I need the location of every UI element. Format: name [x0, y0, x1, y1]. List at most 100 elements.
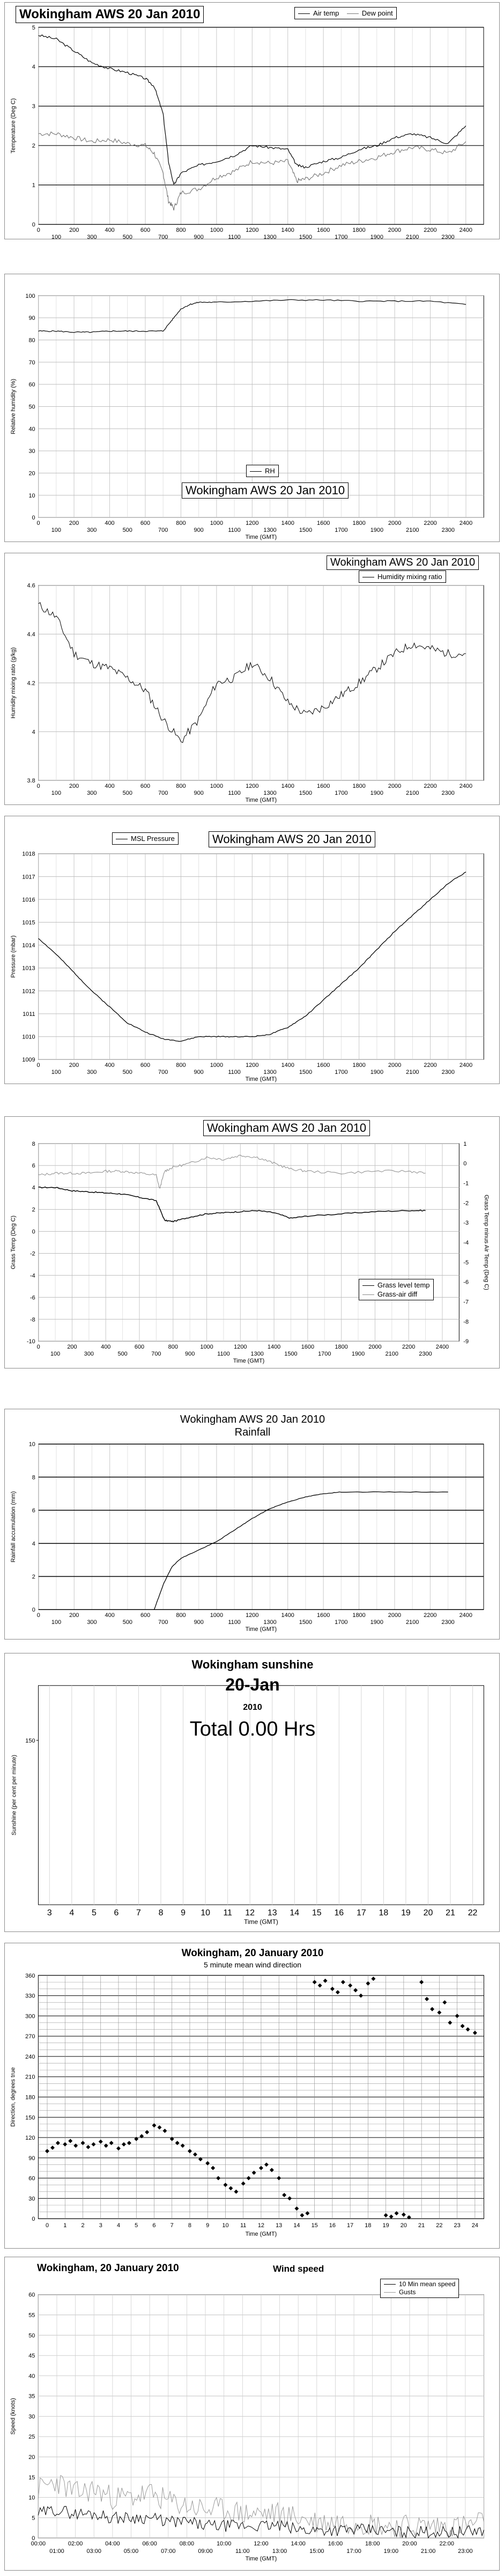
wind-direction-point	[73, 2143, 78, 2148]
mix-y-tick-label: 4.6	[27, 583, 35, 589]
wspd-x-tick-label: 04:00	[105, 2541, 120, 2547]
humidity-panel: 0 200 400 600 800 1000 1200 1400 1600 1800 2000 220…	[4, 274, 500, 542]
wspd-x-tick-label: 09:00	[198, 2548, 212, 2555]
rain-x-tick-label: 1100	[228, 1619, 241, 1626]
temp-x-tick-label: 800	[176, 227, 186, 233]
wind-direction-point	[282, 2193, 287, 2198]
temp-x-tick-label: 100	[51, 234, 61, 239]
grass-x-tick-label: 200	[67, 1344, 77, 1350]
wdir-y-tick-label: 270	[25, 2033, 35, 2040]
pres-x-axis-label: Time (GMT)	[246, 1076, 277, 1082]
temperature-panel: 0 200 400 600 800 1000 1200 1400 1600 1800 2000 220…	[4, 2, 500, 239]
rh-y-tick-label: 40	[28, 426, 35, 433]
wdir-x-tick-label: 1	[63, 2222, 66, 2229]
temperature-title: Wokingham AWS 20 Jan 2010	[16, 6, 204, 23]
wind-direction-point	[180, 2143, 185, 2148]
mix-x-tick-label: 700	[158, 790, 168, 796]
pres-y-tick-label: 1015	[22, 920, 35, 926]
wspd-x-tick-label: 14:00	[291, 2541, 305, 2547]
grass-right-tick-label: 1	[463, 1141, 466, 1147]
sunshine-chart: 3 4 5 6 7 8 9 10 11 12 13 14 15 16 17 18 19 20 21 22 150 Time…	[11, 1685, 484, 1926]
rh-x-tick-label: 200	[69, 520, 79, 526]
legend-air-temp: Air temp	[298, 9, 339, 17]
wspd-y-tick-label: 25	[28, 2434, 35, 2440]
pressure-panel: 0 200 400 600 800 1000 1200 1400 1600 1800 2000 220…	[4, 816, 500, 1084]
rain-y-tick-label: 8	[32, 1474, 35, 1481]
sun-x-tick-label: 20	[424, 1908, 433, 1918]
temp-y-axis-label: Temperature (Deg C)	[10, 98, 17, 153]
wdir-x-tick-label: 3	[99, 2222, 102, 2229]
wspd-y-tick-label: 55	[28, 2312, 35, 2319]
temp-x-tick-label: 1200	[246, 227, 258, 233]
legend-mixing-ratio-label: Humidity mixing ratio	[377, 573, 442, 581]
mix-x-tick-label: 1800	[352, 783, 365, 789]
wspd-x-axis-label: Time (GMT)	[246, 2556, 277, 2562]
temp-x-tick-label: 1900	[370, 234, 383, 239]
rh-y-tick-label: 80	[28, 337, 35, 343]
wspd-x-tick-label: 22:00	[440, 2541, 454, 2547]
mix-y-tick-label: 4	[32, 729, 35, 735]
wdir-y-tick-label: 0	[32, 2216, 35, 2222]
temp-x-tick-label: 1700	[335, 234, 347, 239]
temp-x-tick-label: 500	[123, 234, 132, 239]
wdir-x-tick-label: 10	[222, 2222, 228, 2229]
sun-x-tick-label: 13	[268, 1908, 277, 1918]
sunshine-year: 2010	[243, 1703, 262, 1712]
wspd-x-tick-label: 21:00	[421, 2548, 435, 2555]
pres-x-tick-label: 2000	[388, 1062, 401, 1069]
rh-y-tick-label: 0	[32, 515, 35, 521]
rh-x-tick-label: 500	[123, 527, 132, 533]
grass-x-tick-label: 1300	[251, 1351, 264, 1357]
grass-x-tick-label: 1400	[268, 1344, 280, 1350]
grass-x-tick-label: 1800	[335, 1344, 347, 1350]
wind-speed-legend: 10 Min mean speed Gusts	[380, 2279, 459, 2298]
rainfall-subtitle: Rainfall	[234, 1426, 271, 1438]
sunshine-total: Total 0.00 Hrs	[189, 1718, 316, 1740]
wspd-y-tick-label: 20	[28, 2454, 35, 2461]
wdir-x-tick-label: 11	[240, 2222, 246, 2229]
temp-x-tick-label: 600	[140, 227, 150, 233]
grass-x-tick-label: 2100	[386, 1351, 398, 1357]
wind-direction-point	[103, 2143, 108, 2148]
temp-x-tick-label: 0	[37, 227, 40, 233]
rain-y-tick-label: 0	[32, 1607, 35, 1613]
grass-x-tick-label: 1700	[318, 1351, 331, 1357]
mix-x-tick-label: 1700	[335, 790, 347, 796]
wdir-y-tick-label: 210	[25, 2074, 35, 2081]
grass-temp-chart: 0 200 400 600 800 1000 1200 1400 1600 1800 2000 220…	[10, 1141, 490, 1364]
wspd-x-tick-label: 10:00	[217, 2541, 231, 2547]
wind-speed-chart: 0 5 10 15 20 25 30 35 40 45 50 55 60 00:00 02:00 04:00 0…	[10, 2292, 485, 2562]
legend-gusts: Gusts	[384, 2288, 455, 2296]
wind-direction-point	[246, 2176, 251, 2180]
wspd-y-tick-label: 0	[32, 2535, 35, 2542]
grass-y-tick-label: -8	[30, 1316, 35, 1323]
rh-x-tick-label: 1400	[281, 520, 294, 526]
wind-direction-point	[223, 2183, 228, 2187]
temp-x-tick-label: 2400	[459, 227, 472, 233]
wind-direction-point	[425, 1996, 429, 2001]
sun-x-tick-label: 18	[379, 1908, 389, 1918]
grass-x-tick-label: 600	[135, 1344, 144, 1350]
grass-y-tick-label: 4	[32, 1185, 35, 1191]
legend-grass-level-label: Grass level temp	[377, 1281, 430, 1289]
mean-speed-series-line	[38, 2506, 484, 2539]
rh-x-tick-label: 1800	[353, 520, 366, 526]
wind-direction-point	[251, 2170, 256, 2175]
rh-x-tick-label: 1900	[370, 527, 383, 533]
pres-y-tick-label: 1014	[22, 942, 35, 949]
pres-x-tick-label: 2400	[459, 1062, 472, 1069]
mix-y-tick-label: 3.8	[27, 778, 35, 784]
pres-y-tick-label: 1011	[23, 1011, 35, 1018]
pres-y-tick-label: 1012	[22, 988, 35, 994]
mix-x-tick-label: 2000	[388, 783, 401, 789]
wind-direction-point	[287, 2196, 292, 2201]
wind-direction-point	[68, 2139, 73, 2143]
wspd-x-tick-label: 11:00	[235, 2548, 250, 2555]
temp-y-tick-label: 3	[32, 104, 35, 110]
sun-x-tick-label: 22	[468, 1908, 478, 1918]
wind-direction-point	[45, 2149, 50, 2154]
pressure-series-line	[38, 872, 466, 1042]
mix-x-tick-label: 0	[37, 783, 40, 789]
wind-direction-title: Wokingham, 20 January 2010	[181, 1948, 324, 1959]
grass-right-tick-label: 0	[463, 1161, 466, 1167]
